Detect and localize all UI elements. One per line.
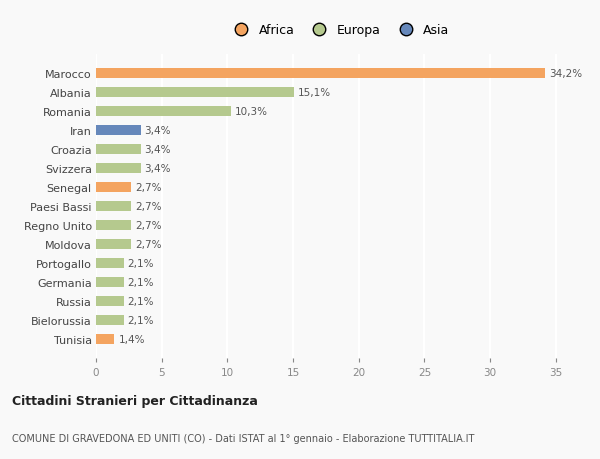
Text: 1,4%: 1,4%: [118, 334, 145, 344]
Bar: [96, 182, 131, 193]
Text: 2,1%: 2,1%: [128, 315, 154, 325]
Text: 2,1%: 2,1%: [128, 296, 154, 306]
Bar: [96, 106, 231, 117]
Bar: [96, 277, 124, 287]
Text: Cittadini Stranieri per Cittadinanza: Cittadini Stranieri per Cittadinanza: [12, 394, 258, 407]
Text: COMUNE DI GRAVEDONA ED UNITI (CO) - Dati ISTAT al 1° gennaio - Elaborazione TUTT: COMUNE DI GRAVEDONA ED UNITI (CO) - Dati…: [12, 433, 475, 442]
Text: 2,7%: 2,7%: [136, 220, 162, 230]
Bar: [96, 88, 295, 98]
Bar: [96, 69, 545, 79]
Text: 3,4%: 3,4%: [145, 164, 171, 174]
Bar: [96, 239, 131, 250]
Bar: [96, 220, 131, 231]
Text: 3,4%: 3,4%: [145, 126, 171, 136]
Text: 2,7%: 2,7%: [136, 183, 162, 193]
Bar: [96, 334, 115, 344]
Text: 2,7%: 2,7%: [136, 202, 162, 212]
Text: 2,7%: 2,7%: [136, 240, 162, 249]
Text: 10,3%: 10,3%: [235, 107, 268, 117]
Text: 34,2%: 34,2%: [549, 69, 582, 79]
Bar: [96, 163, 140, 174]
Bar: [96, 315, 124, 325]
Bar: [96, 145, 140, 155]
Bar: [96, 296, 124, 307]
Text: 3,4%: 3,4%: [145, 145, 171, 155]
Text: 15,1%: 15,1%: [298, 88, 331, 98]
Bar: [96, 126, 140, 136]
Bar: [96, 258, 124, 269]
Legend: Africa, Europa, Asia: Africa, Europa, Asia: [226, 22, 452, 40]
Text: 2,1%: 2,1%: [128, 277, 154, 287]
Text: 2,1%: 2,1%: [128, 258, 154, 269]
Bar: [96, 202, 131, 212]
